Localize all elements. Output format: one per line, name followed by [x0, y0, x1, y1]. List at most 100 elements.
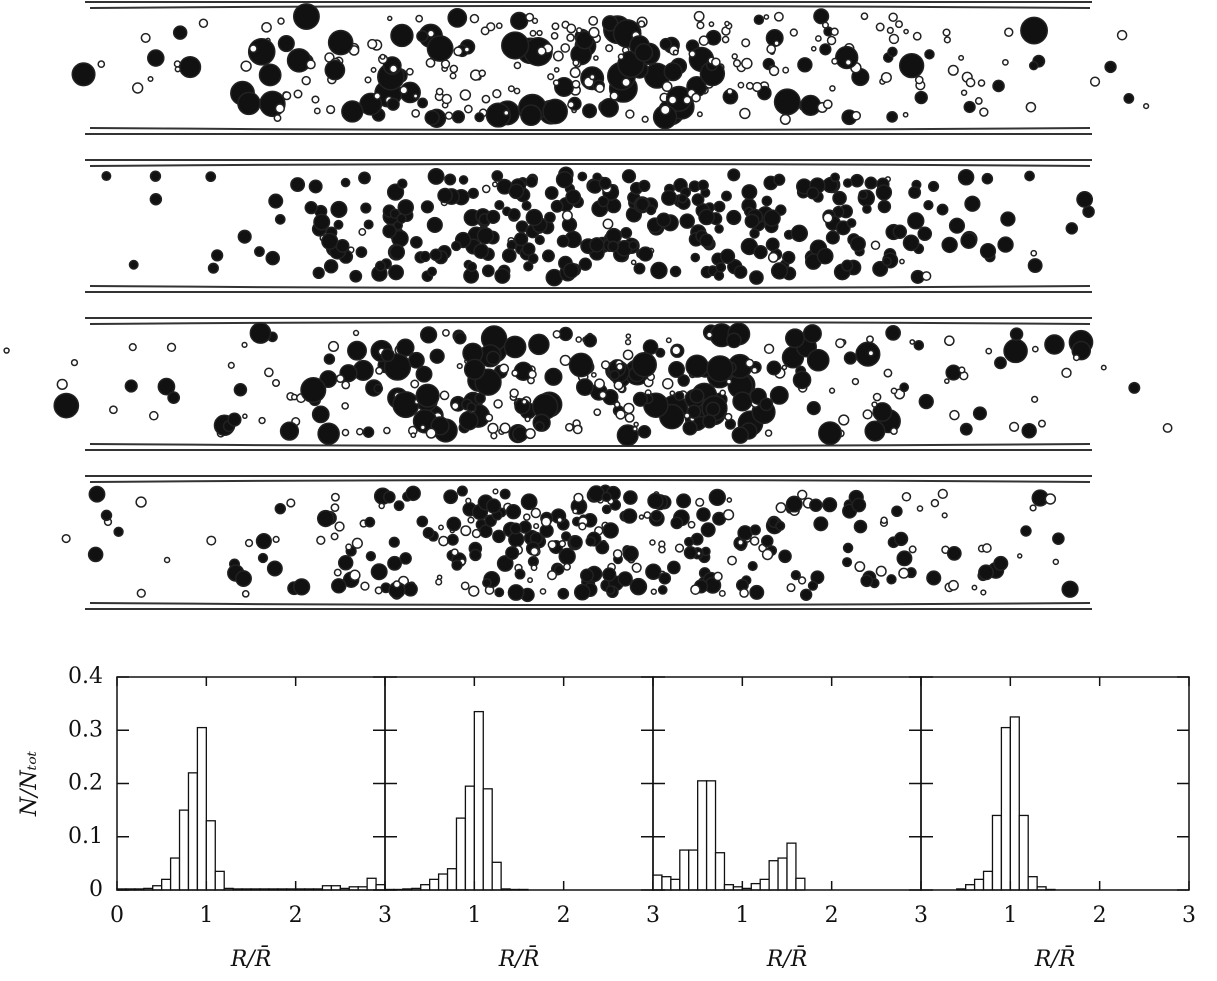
bubble: [705, 331, 714, 339]
bubble: [292, 578, 311, 596]
bubble: [888, 12, 898, 22]
bubble: [731, 53, 738, 60]
bubble: [992, 79, 1005, 93]
bubble: [724, 20, 730, 27]
bubble: [128, 342, 137, 352]
bar: [491, 861, 502, 891]
bubble: [174, 66, 181, 73]
bubble: [632, 426, 638, 432]
bubble: [286, 48, 312, 73]
bubble: [458, 175, 469, 185]
bubble: [898, 52, 925, 79]
tube: [85, 159, 1092, 293]
bubble: [722, 509, 735, 521]
bubbles: [3, 322, 1173, 447]
bubble: [719, 389, 727, 397]
bubble: [726, 497, 733, 503]
bubble: [937, 488, 948, 500]
bubble: [425, 57, 436, 68]
bubble: [312, 266, 325, 279]
bubble: [382, 223, 397, 239]
bubble: [1100, 364, 1107, 371]
bubble: [206, 535, 217, 546]
bubble: [274, 502, 287, 515]
bubble: [982, 543, 992, 553]
bubble: [870, 240, 881, 251]
bubble: [719, 248, 736, 264]
bubble: [172, 25, 188, 40]
bubble: [978, 564, 994, 581]
bubble: [957, 169, 975, 186]
bubble: [828, 387, 836, 394]
bubble: [1009, 327, 1024, 341]
bubble: [702, 414, 717, 429]
bubble: [891, 505, 903, 518]
bubble: [744, 358, 755, 368]
bubble: [547, 73, 555, 81]
bubble: [657, 585, 668, 595]
bubble: [886, 111, 899, 123]
bubble: [753, 245, 768, 260]
bubble: [797, 489, 808, 500]
bubble: [770, 262, 789, 280]
bubble: [593, 408, 602, 417]
bubble: [529, 546, 540, 557]
bubble: [491, 170, 504, 182]
bubble: [886, 26, 894, 35]
bubble: [1162, 423, 1173, 433]
bubble: [337, 555, 354, 571]
bubble: [316, 509, 335, 528]
bar: [679, 849, 690, 891]
bubble: [237, 91, 261, 116]
bubble: [902, 111, 909, 118]
bubble: [960, 89, 968, 96]
bubble: [630, 259, 637, 266]
bubble: [948, 579, 959, 591]
bubble: [739, 588, 749, 598]
bubble: [945, 364, 962, 381]
bubble: [849, 235, 866, 252]
bubble: [917, 226, 933, 242]
bubble: [882, 256, 892, 267]
bubble: [799, 588, 813, 601]
bubble: [405, 485, 421, 502]
bubble: [667, 95, 678, 105]
bubble: [773, 173, 786, 186]
bubble: [761, 534, 774, 548]
bubble: [335, 374, 345, 384]
bubble: [731, 426, 749, 444]
bubble: [244, 538, 254, 548]
bubble: [810, 45, 817, 52]
bubble: [466, 261, 478, 273]
bubble: [842, 178, 853, 188]
bubble: [809, 498, 823, 513]
bubble: [503, 335, 527, 359]
bubble: [568, 352, 594, 378]
bubble: [759, 397, 774, 412]
bubble: [351, 537, 363, 549]
bubble: [671, 345, 682, 356]
bubble: [572, 424, 583, 435]
bubble: [942, 28, 951, 37]
bubble: [864, 176, 878, 190]
bubble: [427, 167, 445, 185]
bubble: [507, 85, 515, 93]
bubble: [521, 200, 532, 211]
bubble: [632, 391, 648, 407]
bubble: [568, 535, 583, 550]
bubble: [397, 178, 408, 189]
bubble: [725, 378, 733, 385]
bubble: [264, 367, 274, 378]
bubble: [912, 31, 922, 41]
bubble: [766, 360, 782, 376]
bubble: [304, 200, 318, 215]
bubble: [56, 378, 68, 390]
tube: [85, 1, 1092, 135]
bubble: [248, 44, 258, 54]
bubble: [851, 377, 860, 386]
bubble: [505, 503, 522, 520]
bubble: [638, 514, 645, 520]
bubble: [553, 564, 565, 575]
bubble: [397, 199, 414, 216]
bubble: [558, 540, 567, 548]
